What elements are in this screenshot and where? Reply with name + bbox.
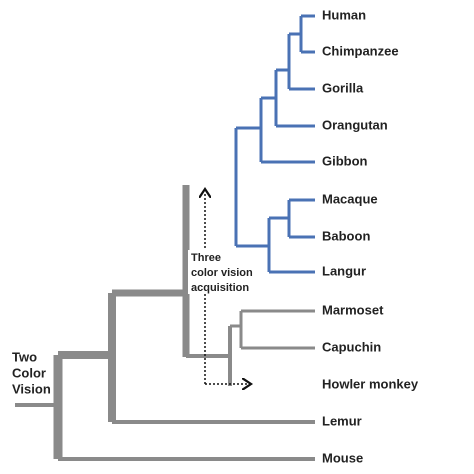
leaf-label: Macaque [322, 191, 378, 206]
leaf-label: Howler monkey [322, 376, 419, 391]
leaf-label: Capuchin [322, 339, 381, 354]
leaf-label: Gorilla [322, 80, 364, 95]
leaf-label: Baboon [322, 228, 370, 243]
event-label: Three color vision acquisition [191, 252, 253, 294]
event-label-line: Three [191, 252, 221, 264]
event-label-line: color vision [191, 267, 253, 279]
leaf-label: Langur [322, 263, 366, 278]
leaf-label: Marmoset [322, 302, 384, 317]
tree-branches [15, 14, 318, 461]
root-label-line: Two [12, 349, 37, 364]
leaf-label: Orangutan [322, 117, 388, 132]
leaf-label: Human [322, 7, 366, 22]
label-backing [188, 250, 258, 294]
root-label-line: Color [12, 365, 46, 380]
leaf-label: Gibbon [322, 153, 368, 168]
leaf-label: Lemur [322, 413, 362, 428]
leaf-label: Mouse [322, 450, 363, 465]
event-label-line: acquisition [191, 282, 249, 294]
leaf-label: Chimpanzee [322, 43, 399, 58]
leaf-labels: Human Chimpanzee Gorilla Orangutan Gibbon Mac… [322, 7, 419, 465]
root-label-line: Vision [12, 381, 51, 396]
